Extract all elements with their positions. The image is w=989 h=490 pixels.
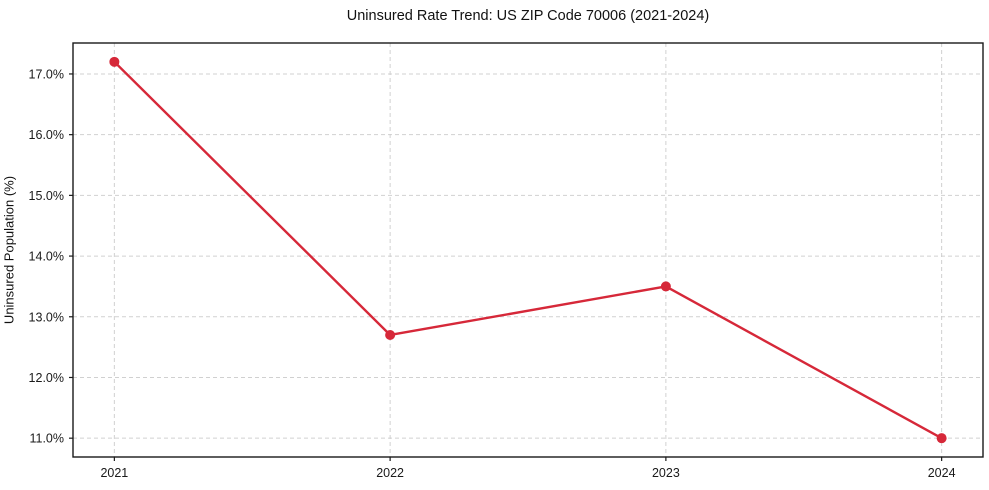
plot-border bbox=[72, 42, 984, 458]
data-point-2021 bbox=[109, 56, 120, 67]
y-tick-label: 12.0% bbox=[29, 371, 64, 385]
y-tick-label: 17.0% bbox=[29, 67, 64, 81]
trend-line bbox=[113, 60, 943, 440]
y-tick-label: 13.0% bbox=[29, 310, 64, 324]
x-tick-label: 2024 bbox=[928, 466, 956, 480]
data-point-2024 bbox=[936, 433, 947, 444]
y-tick-label: 15.0% bbox=[29, 189, 64, 203]
data-point-2022 bbox=[385, 329, 396, 340]
y-tick-label: 11.0% bbox=[29, 432, 64, 446]
data-point-2023 bbox=[660, 281, 671, 292]
x-tick-label: 2023 bbox=[652, 466, 680, 480]
x-tick-label: 2021 bbox=[100, 466, 128, 480]
chart-title: Uninsured Rate Trend: US ZIP Code 70006 … bbox=[346, 8, 710, 24]
x-tick-label: 2022 bbox=[376, 466, 404, 480]
y-tick-label: 14.0% bbox=[29, 250, 64, 264]
y-tick-label: 16.0% bbox=[29, 128, 64, 142]
